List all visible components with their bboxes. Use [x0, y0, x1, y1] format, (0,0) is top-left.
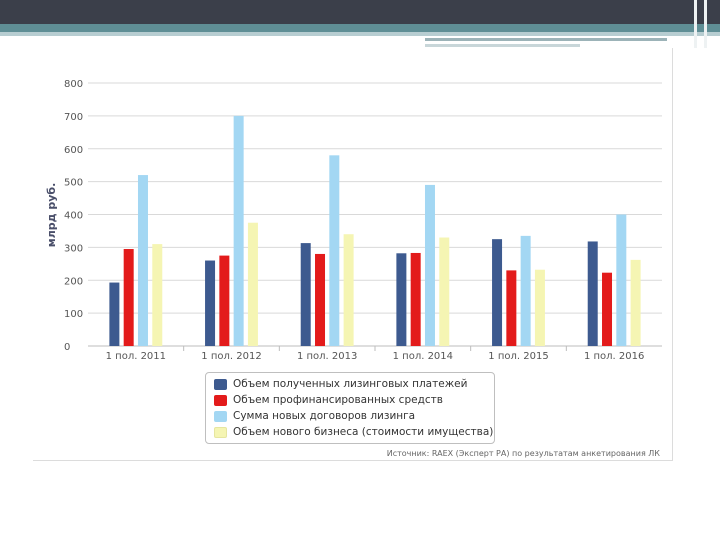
chart-frame	[33, 48, 673, 461]
source-note: Источник: RAEX (Эксперт РА) по результат…	[386, 449, 660, 458]
x-tick-label: 1 пол. 2011	[106, 351, 166, 362]
legend-item: Объем нового бизнеса (стоимости имуществ…	[214, 424, 493, 440]
bar	[123, 249, 134, 346]
bar	[534, 269, 545, 346]
bar	[300, 243, 311, 346]
bar	[506, 270, 517, 346]
bar	[109, 282, 120, 346]
y-tick-label: 100	[64, 309, 83, 320]
y-tick-label: 600	[64, 145, 83, 156]
header-bar-teal	[0, 24, 720, 32]
legend-swatch	[214, 378, 227, 390]
chart-legend: Объем полученных лизинговых платежей Объ…	[205, 372, 495, 444]
legend-swatch	[214, 394, 227, 406]
header-corner-strip	[694, 0, 697, 48]
bar	[602, 272, 613, 346]
y-tick-label: 200	[64, 276, 83, 287]
bar	[424, 184, 435, 346]
y-tick-label: 500	[64, 178, 83, 189]
header-bar-light	[0, 32, 720, 36]
bar	[219, 255, 230, 346]
accent-line	[425, 38, 667, 41]
legend-swatch	[214, 426, 227, 438]
bar	[616, 214, 627, 346]
y-tick-label: 300	[64, 243, 83, 254]
y-tick-label: 400	[64, 211, 83, 222]
bar	[410, 252, 421, 346]
legend-label: Сумма новых договоров лизинга	[233, 410, 416, 422]
bar	[520, 235, 531, 346]
bar	[492, 239, 503, 346]
x-tick-label: 1 пол. 2012	[201, 351, 261, 362]
y-tick-label: 800	[64, 79, 83, 90]
x-tick-label: 1 пол. 2014	[393, 351, 453, 362]
bar	[233, 115, 244, 346]
y-tick-label: 0	[64, 342, 70, 353]
header-bar-dark	[0, 0, 720, 24]
bar	[630, 259, 641, 346]
bar	[439, 237, 450, 346]
bar	[329, 155, 340, 346]
accent-line	[425, 44, 580, 47]
bar	[205, 260, 216, 346]
legend-item: Сумма новых договоров лизинга	[214, 408, 486, 424]
header-corner-strip	[704, 0, 707, 48]
y-axis-label: млрд руб.	[45, 183, 58, 248]
x-tick-label: 1 пол. 2015	[488, 351, 548, 362]
y-tick-label: 700	[64, 112, 83, 123]
x-tick-label: 1 пол. 2016	[584, 351, 644, 362]
legend-item: Объем полученных лизинговых платежей	[214, 376, 486, 392]
bar	[396, 253, 407, 346]
bar	[315, 253, 326, 346]
bar	[137, 175, 148, 346]
bar	[152, 244, 163, 346]
bar	[343, 234, 354, 346]
legend-label: Объем полученных лизинговых платежей	[233, 378, 468, 390]
bar	[247, 222, 258, 346]
legend-item: Объем профинансированных средств	[214, 392, 486, 408]
legend-label: Объем нового бизнеса (стоимости имуществ…	[233, 426, 494, 438]
bar	[587, 241, 598, 346]
legend-swatch	[214, 410, 227, 422]
legend-label: Объем профинансированных средств	[233, 394, 443, 406]
x-tick-label: 1 пол. 2013	[297, 351, 357, 362]
